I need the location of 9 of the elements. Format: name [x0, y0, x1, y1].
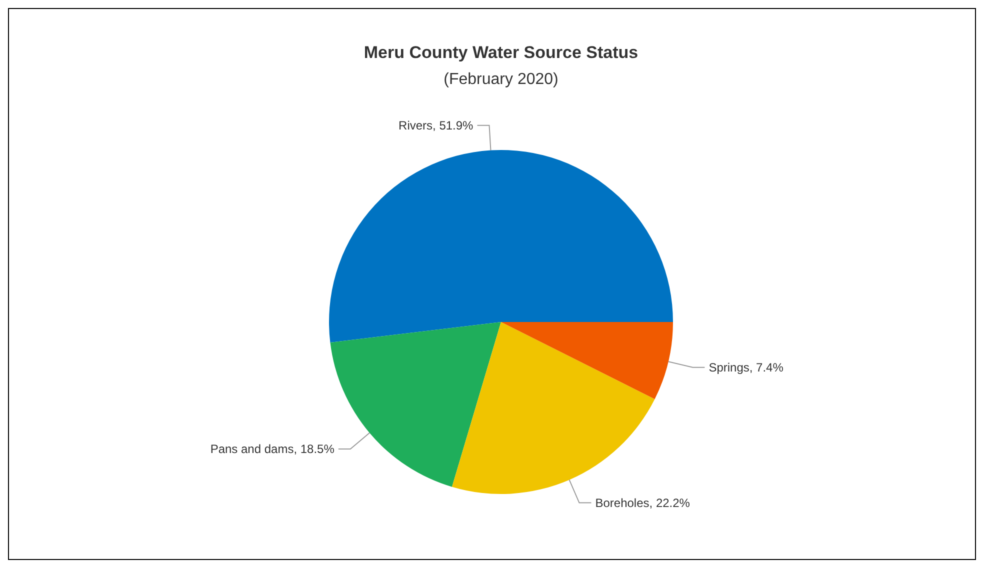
slice-label: Springs, 7.4%	[708, 360, 784, 374]
slice-label: Rivers, 51.9%	[398, 118, 474, 132]
chart-title: Meru County Water Source Status	[364, 43, 638, 62]
pie-slice	[329, 150, 673, 342]
slice-label: Pans and dams, 18.5%	[210, 442, 335, 456]
pie-slice	[452, 322, 655, 494]
chart-subtitle: (February 2020)	[444, 71, 558, 88]
slice-label: Boreholes, 22.2%	[595, 496, 690, 510]
pie-slice	[501, 322, 673, 400]
